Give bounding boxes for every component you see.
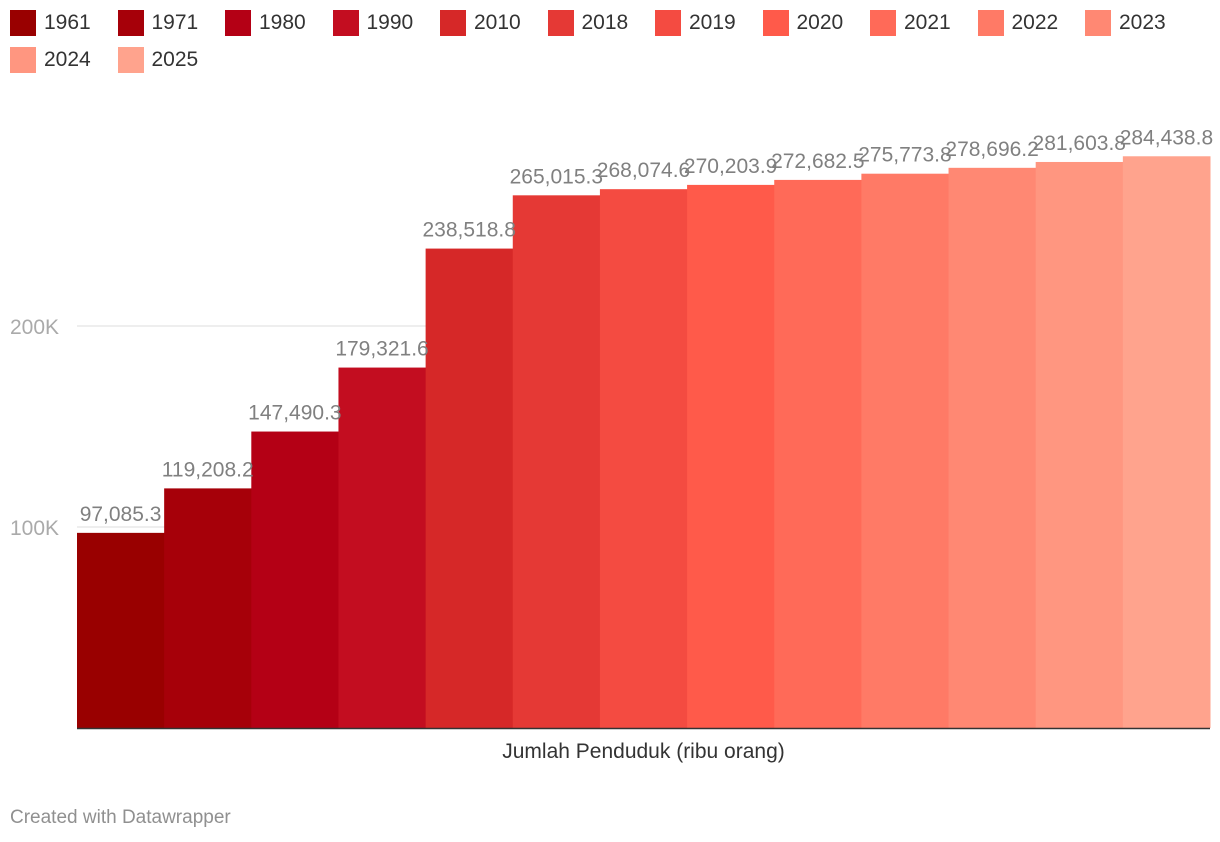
legend-item-2024: 2024 <box>10 46 118 73</box>
legend-label: 2010 <box>474 10 521 34</box>
x-axis-label: Jumlah Penduduk (ribu orang) <box>502 740 785 763</box>
legend-swatch <box>1085 9 1111 36</box>
bar-2020 <box>687 184 775 729</box>
legend-item-2010: 2010 <box>440 9 548 36</box>
legend-swatch <box>977 9 1004 36</box>
data-label-2019: 268,074.6 <box>597 159 690 182</box>
data-label-2023: 278,696.2 <box>945 138 1038 161</box>
legend-item-2020: 2020 <box>762 9 871 36</box>
y-axis-tick-labels: 100K 200K <box>10 316 59 540</box>
bar-2019 <box>599 189 688 729</box>
legend-item-1990: 1990 <box>332 9 441 36</box>
legend-swatch <box>547 9 574 36</box>
data-label-1990: 179,321.6 <box>335 338 428 361</box>
datawrapper-credit[interactable]: Created with Datawrapper <box>10 807 231 828</box>
legend-item-2021: 2021 <box>870 9 978 36</box>
legend-swatch <box>117 9 144 36</box>
bar-1980 <box>251 431 339 728</box>
legend-label: 2022 <box>1011 10 1059 34</box>
bar-2010 <box>425 248 514 728</box>
legend-label: 2023 <box>1119 10 1166 34</box>
legend-label: 2018 <box>581 10 629 34</box>
chart-legend: 1961 1971 1980 1990 2010 2018 2019 2020 2021 2022… <box>10 9 1215 73</box>
legend-label: 1980 <box>259 10 306 34</box>
legend-swatch <box>870 9 896 36</box>
legend-item-2019: 2019 <box>655 9 763 36</box>
legend-swatch <box>762 9 789 36</box>
legend-swatch <box>10 46 36 73</box>
data-label-2020: 270,203.9 <box>684 155 777 178</box>
legend-label: 2021 <box>904 10 951 34</box>
y-tick-label: 200K <box>10 316 59 339</box>
legend-swatch <box>332 9 359 36</box>
bar-1971 <box>164 488 252 728</box>
data-label-1971: 119,208.2 <box>162 458 254 481</box>
legend-item-2025: 2025 <box>117 46 226 73</box>
legend-item-1971: 1971 <box>117 9 226 36</box>
legend-label: 1990 <box>366 10 414 34</box>
data-label-2022: 275,773.8 <box>858 144 951 167</box>
bar-2018 <box>512 195 601 729</box>
legend-label: 1961 <box>44 10 91 34</box>
legend-label: 2025 <box>151 47 199 71</box>
bar-2021 <box>774 179 862 728</box>
data-label-2018: 265,015.3 <box>510 165 603 188</box>
legend-item-2023: 2023 <box>1085 9 1193 36</box>
legend-swatch <box>117 46 144 73</box>
bar-2023 <box>948 167 1037 729</box>
legend-label: 2019 <box>689 10 736 34</box>
data-label-1961: 97,085.3 <box>80 503 162 526</box>
legend-swatch <box>10 9 36 36</box>
bar-1990 <box>338 367 427 728</box>
bar-2024 <box>1035 161 1124 728</box>
legend-item-2022: 2022 <box>977 9 1086 36</box>
data-label-2025: 284,438.8 <box>1120 126 1213 149</box>
legend-item-1961: 1961 <box>10 9 118 36</box>
data-label-1980: 147,490.3 <box>248 402 341 425</box>
bar-2025 <box>1122 156 1211 728</box>
bar-1961 <box>77 532 165 728</box>
legend-swatch <box>655 9 681 36</box>
legend-swatch <box>440 9 466 36</box>
legend-label: 2020 <box>796 10 844 34</box>
bar-2022 <box>861 173 950 729</box>
legend-item-2018: 2018 <box>547 9 656 36</box>
bars <box>77 156 1211 729</box>
legend-swatch <box>225 9 251 36</box>
y-tick-label: 100K <box>10 517 59 540</box>
data-label-2024: 281,603.8 <box>1033 132 1126 155</box>
data-label-2010: 238,518.8 <box>422 219 515 242</box>
data-label-2021: 272,682.5 <box>771 150 864 173</box>
legend-label: 1971 <box>151 10 199 34</box>
legend-item-1980: 1980 <box>225 9 333 36</box>
legend-label: 2024 <box>44 47 91 71</box>
